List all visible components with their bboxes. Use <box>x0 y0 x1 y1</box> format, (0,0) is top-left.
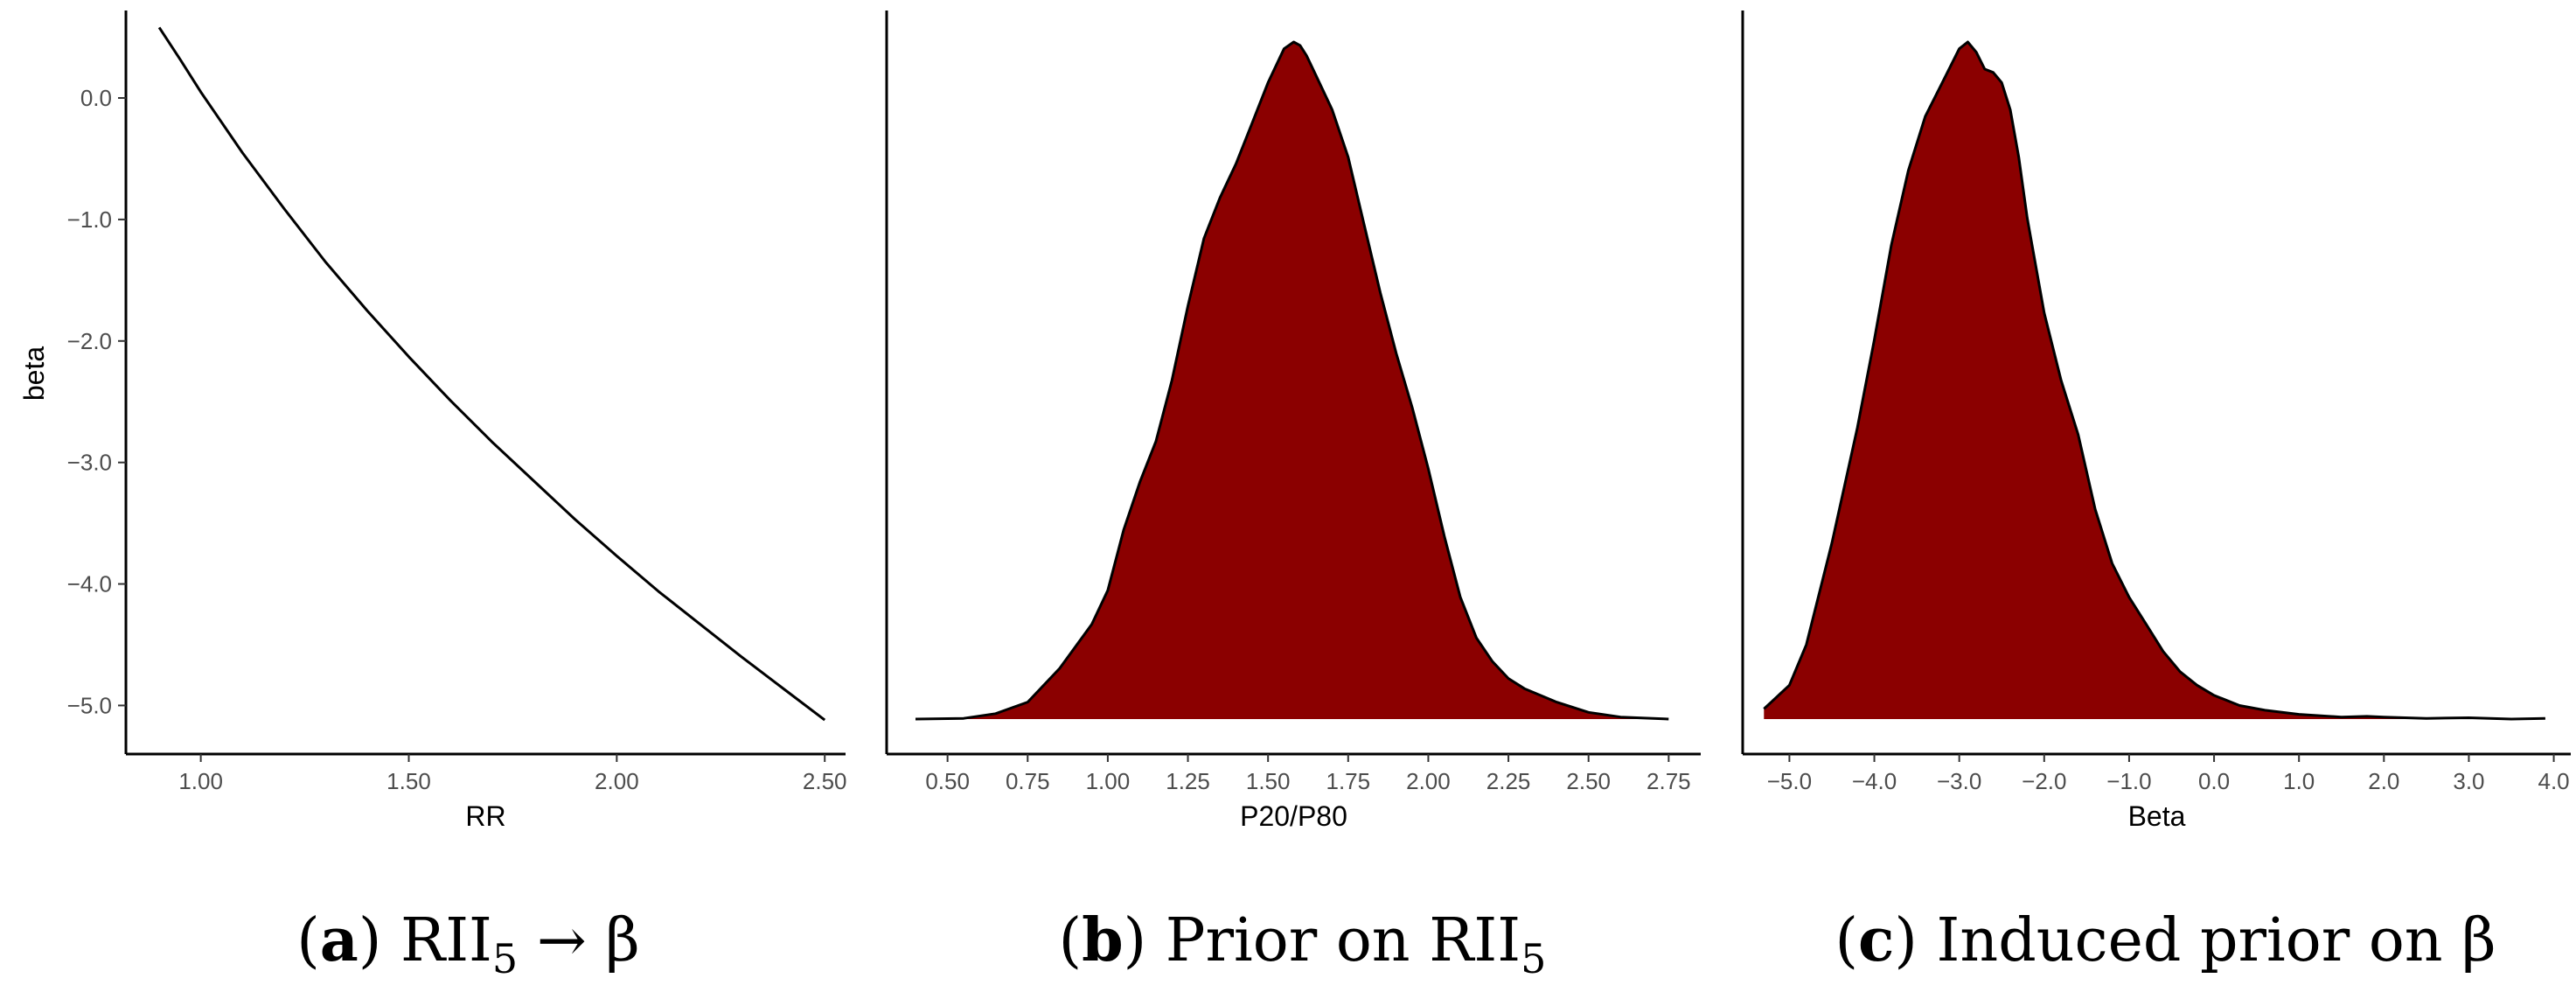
x-tick-label: 3.0 <box>2453 768 2484 794</box>
x-tick-label: 2.75 <box>1647 768 1691 794</box>
density-outline <box>915 40 1669 721</box>
y-tick-label: −4.0 <box>67 571 112 597</box>
x-axis-title: RR <box>465 800 505 832</box>
x-tick-label: 4.0 <box>2538 768 2569 794</box>
caption-letter: a <box>320 905 359 975</box>
panel-caption: (a) RII5 → β <box>296 905 639 982</box>
x-tick-label: 1.75 <box>1326 768 1371 794</box>
x-tick-label: 2.00 <box>1406 768 1451 794</box>
panel-a: 1.00 1.50 2.00 2.50 0.0 −1.0 −2.0 −3.0 −4.0 −5.0 R… <box>18 10 847 982</box>
x-tick-label: 1.50 <box>1246 768 1291 794</box>
series-line <box>157 26 826 722</box>
x-tick-label: −1.0 <box>2106 768 2151 794</box>
y-axis-title: beta <box>18 346 50 401</box>
caption-subscript: 5 <box>1521 935 1546 982</box>
x-tick-label: 2.00 <box>595 768 639 794</box>
x-tick-label: 2.0 <box>2368 768 2399 794</box>
y-tick-label: −2.0 <box>67 328 112 354</box>
x-tick-label: 2.25 <box>1486 768 1531 794</box>
y-tick-label: −3.0 <box>67 450 112 476</box>
y-tick-label: −1.0 <box>67 206 112 233</box>
x-tick-label: 0.75 <box>1006 768 1050 794</box>
density-outline <box>1763 40 2545 721</box>
x-tick-label: −3.0 <box>1937 768 1981 794</box>
x-tick-label: −4.0 <box>1852 768 1897 794</box>
x-tick-label: 2.50 <box>803 768 847 794</box>
density-area <box>916 42 1669 719</box>
x-tick-label: 0.50 <box>925 768 970 794</box>
panel-caption: (b) Prior on RII5 <box>1059 905 1547 982</box>
y-tick-label: 0.0 <box>80 85 112 111</box>
x-tick-label: 1.25 <box>1166 768 1210 794</box>
caption-subscript: 5 <box>492 935 518 982</box>
x-tick-label: 1.50 <box>386 768 431 794</box>
panel-b: 0.50 0.75 1.00 1.25 1.50 1.75 2.00 2.25 2.50 2.75… <box>885 10 1701 982</box>
x-axis-title: P20/P80 <box>1240 800 1347 832</box>
x-tick-label: 1.00 <box>1086 768 1131 794</box>
density-area <box>1764 42 2545 719</box>
caption-letter: b <box>1082 905 1124 975</box>
x-tick-label: 1.00 <box>178 768 223 794</box>
x-tick-label: −5.0 <box>1767 768 1812 794</box>
x-tick-label: 1.0 <box>2283 768 2315 794</box>
x-axis-title: Beta <box>2128 800 2186 832</box>
x-tick-label: 2.50 <box>1566 768 1611 794</box>
panel-c: −5.0 −4.0 −3.0 −2.0 −1.0 0.0 1.0 2.0 3.0 4.0 Beta (… <box>1741 10 2571 975</box>
x-tick-label: 0.0 <box>2198 768 2230 794</box>
x-tick-label: −2.0 <box>2022 768 2066 794</box>
y-tick-label: −5.0 <box>67 692 112 718</box>
caption-letter: c <box>1858 905 1894 975</box>
panel-caption: (c) Induced prior on β <box>1835 905 2496 975</box>
